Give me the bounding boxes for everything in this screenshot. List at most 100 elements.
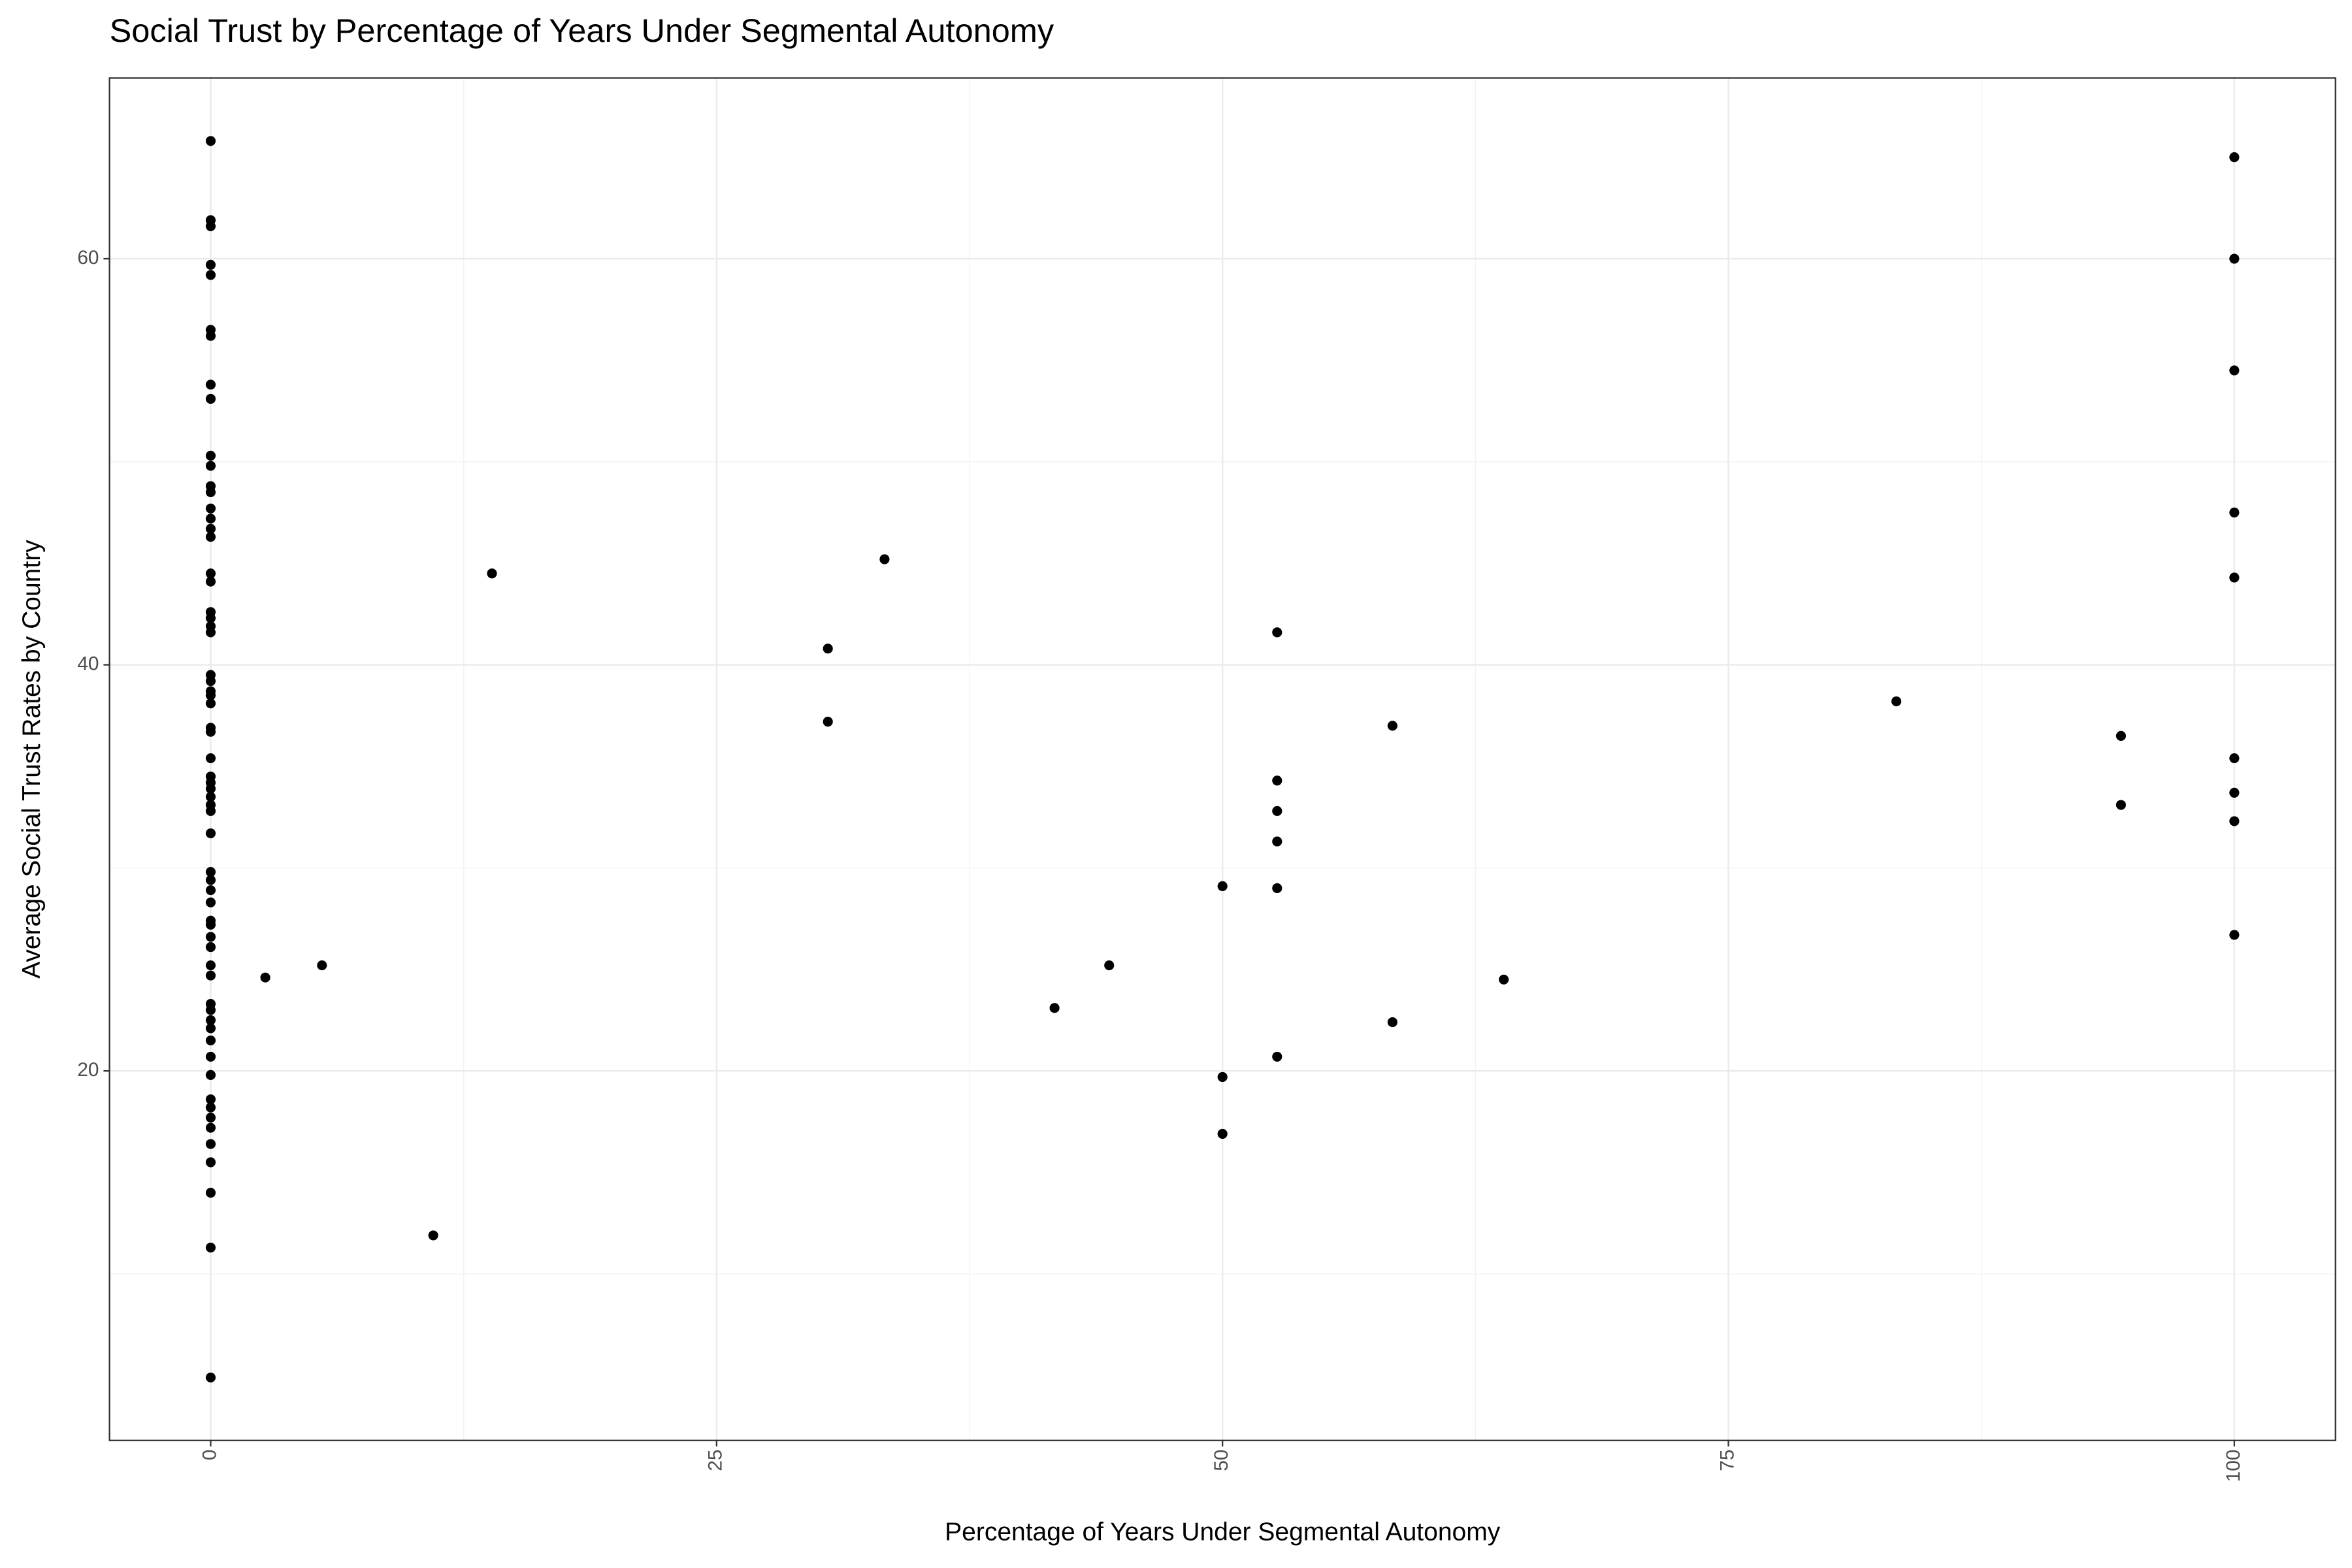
point bbox=[205, 1157, 216, 1168]
point bbox=[1272, 1051, 1282, 1062]
point bbox=[1499, 974, 1509, 985]
point bbox=[1272, 806, 1282, 816]
point bbox=[205, 698, 216, 709]
y-tick-label: 40 bbox=[77, 653, 99, 674]
point bbox=[2229, 816, 2240, 826]
point bbox=[1104, 960, 1115, 971]
point bbox=[2229, 365, 2240, 376]
point bbox=[205, 1139, 216, 1149]
point bbox=[1272, 776, 1282, 786]
point bbox=[205, 627, 216, 638]
point bbox=[1049, 1003, 1060, 1013]
point bbox=[205, 960, 216, 971]
point bbox=[205, 503, 216, 514]
point bbox=[205, 942, 216, 953]
point bbox=[1217, 1128, 1228, 1139]
point bbox=[205, 897, 216, 907]
point bbox=[205, 1122, 216, 1133]
point bbox=[205, 1094, 216, 1105]
point bbox=[1217, 1071, 1228, 1083]
point bbox=[205, 1023, 216, 1034]
point bbox=[2229, 787, 2240, 798]
point bbox=[205, 568, 216, 579]
point bbox=[1272, 836, 1282, 847]
point bbox=[205, 514, 216, 524]
point bbox=[205, 461, 216, 471]
point bbox=[1272, 627, 1282, 638]
point bbox=[205, 450, 216, 461]
point bbox=[205, 676, 216, 687]
point bbox=[205, 331, 216, 341]
y-tick-label: 60 bbox=[77, 247, 99, 269]
point bbox=[205, 867, 216, 877]
y-tick-label: 20 bbox=[77, 1059, 99, 1081]
grid bbox=[109, 78, 2336, 1441]
point bbox=[205, 885, 216, 896]
point bbox=[2115, 800, 2126, 810]
point bbox=[2229, 152, 2240, 163]
point bbox=[2229, 253, 2240, 264]
point bbox=[317, 960, 327, 971]
point bbox=[428, 1230, 438, 1241]
point bbox=[205, 221, 216, 231]
point bbox=[205, 932, 216, 942]
points bbox=[205, 136, 2240, 1383]
point bbox=[2115, 730, 2126, 741]
point bbox=[205, 613, 216, 623]
point bbox=[205, 1372, 216, 1383]
point bbox=[205, 919, 216, 930]
point bbox=[205, 270, 216, 280]
point bbox=[205, 1102, 216, 1113]
point bbox=[1891, 696, 1902, 707]
point bbox=[2229, 572, 2240, 583]
point bbox=[823, 717, 833, 727]
point bbox=[205, 532, 216, 542]
point bbox=[1272, 883, 1282, 894]
point bbox=[205, 1051, 216, 1062]
point bbox=[205, 783, 216, 794]
point bbox=[2229, 753, 2240, 764]
x-tick-label: 75 bbox=[1716, 1450, 1738, 1471]
point bbox=[205, 1113, 216, 1123]
x-tick-label: 100 bbox=[2223, 1450, 2244, 1482]
y-axis-label: Average Social Trust Rates by Country bbox=[18, 540, 46, 979]
point bbox=[2229, 930, 2240, 940]
point bbox=[205, 970, 216, 981]
point bbox=[205, 727, 216, 737]
x-axis-label: Percentage of Years Under Segmental Auto… bbox=[945, 1518, 1501, 1546]
point bbox=[205, 792, 216, 802]
x-tick-label: 25 bbox=[705, 1450, 727, 1471]
point bbox=[205, 523, 216, 534]
point bbox=[205, 393, 216, 404]
point bbox=[205, 1035, 216, 1046]
point bbox=[205, 576, 216, 587]
point bbox=[205, 1005, 216, 1015]
point bbox=[879, 554, 890, 564]
point bbox=[205, 1242, 216, 1253]
point bbox=[205, 806, 216, 816]
x-tick-label: 0 bbox=[199, 1450, 220, 1461]
x-tick-label: 50 bbox=[1211, 1450, 1232, 1471]
point bbox=[1387, 721, 1397, 731]
point bbox=[205, 875, 216, 885]
point bbox=[2229, 507, 2240, 518]
point bbox=[205, 380, 216, 390]
point bbox=[205, 1070, 216, 1080]
point bbox=[1387, 1017, 1397, 1028]
point bbox=[823, 644, 833, 654]
point bbox=[205, 828, 216, 839]
point bbox=[205, 753, 216, 764]
chart-title: Social Trust by Percentage of Years Unde… bbox=[110, 12, 1054, 49]
point bbox=[205, 1188, 216, 1198]
point bbox=[1217, 881, 1228, 891]
point bbox=[205, 136, 216, 146]
point bbox=[205, 487, 216, 498]
point bbox=[205, 1015, 216, 1026]
point bbox=[205, 690, 216, 700]
point bbox=[260, 972, 270, 983]
point bbox=[205, 259, 216, 270]
point bbox=[487, 568, 497, 579]
